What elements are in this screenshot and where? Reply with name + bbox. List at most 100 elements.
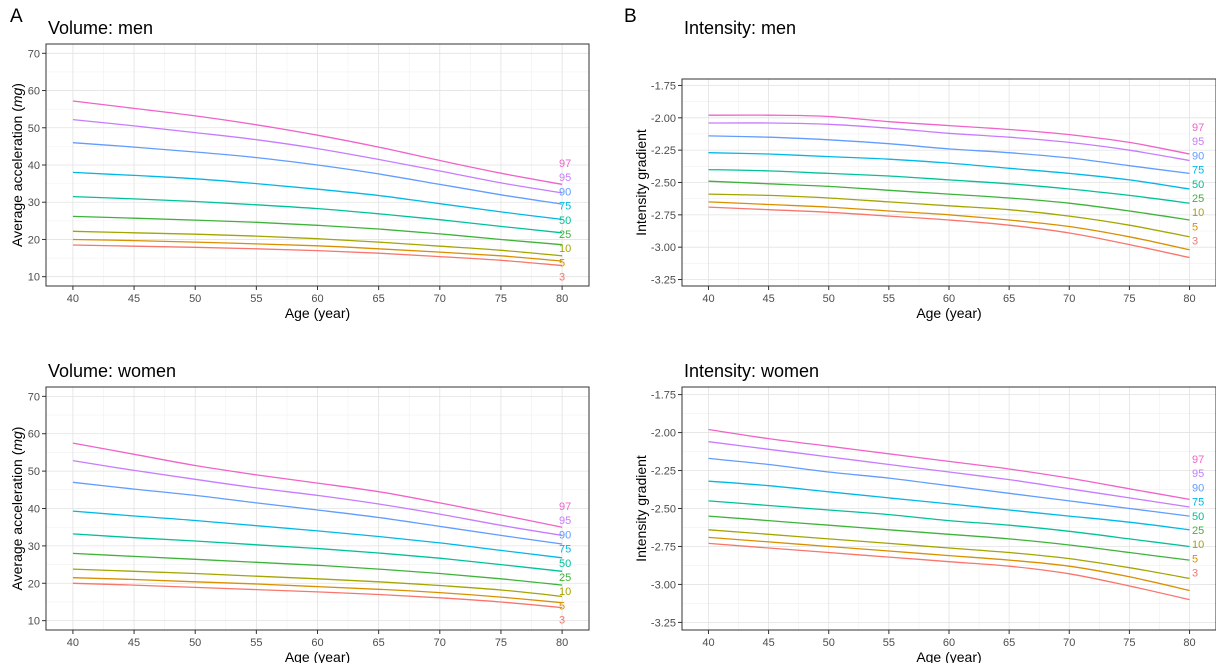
series-label-p95: 95 (559, 172, 571, 184)
series-label-p75: 75 (559, 544, 571, 556)
chart-intensity-men: 40 45 50 55 60 65 70 75 80 -3.25 -3.00 -2.75 -2.50 -2… (633, 78, 1216, 321)
series-line-p97 (72, 442, 563, 528)
y-tick-label: -2.25 (651, 466, 676, 478)
series-label-p90: 90 (1192, 482, 1204, 494)
series-line-p3 (708, 542, 1190, 601)
y-tick-label: -3.00 (651, 579, 676, 591)
x-tick-label: 75 (495, 293, 507, 305)
series-label-p97: 97 (1192, 454, 1204, 466)
x-tick-label: 45 (762, 637, 774, 649)
x-tick-label: 45 (128, 637, 140, 649)
series-line-p97 (708, 114, 1190, 155)
series-line-p90 (708, 135, 1190, 175)
x-tick-label: 45 (128, 293, 140, 305)
y-tick-label: -2.50 (651, 178, 676, 190)
series-label-p97: 97 (559, 501, 571, 513)
x-axis-title: Age (year) (285, 305, 350, 321)
x-tick-label: 60 (943, 637, 955, 649)
y-tick-label: -2.25 (651, 145, 676, 157)
y-tick-label: -2.00 (651, 428, 676, 440)
x-tick-label: 55 (883, 637, 895, 649)
y-tick-label: -2.50 (651, 504, 676, 516)
y-tick-label: -2.00 (651, 113, 676, 125)
x-tick-label: 65 (1003, 293, 1015, 305)
series-line-p90 (72, 142, 563, 205)
series-line-p75 (708, 480, 1190, 531)
x-tick-label: 75 (1123, 637, 1135, 649)
y-tick-label: -1.75 (651, 390, 676, 402)
series-label-p5: 5 (1192, 553, 1198, 565)
y-tick-label: -2.75 (651, 210, 676, 222)
series-line-p90 (72, 481, 563, 545)
x-tick-label: 65 (373, 637, 385, 649)
x-tick-label: 40 (702, 637, 714, 649)
series-line-p25 (72, 215, 563, 246)
y-tick-label: -3.25 (651, 275, 676, 287)
x-tick-label: 55 (250, 293, 262, 305)
series-label-p50: 50 (559, 558, 571, 570)
series-line-p50 (708, 168, 1190, 204)
series-label-p5: 5 (1192, 221, 1198, 233)
y-tick-label: 70 (28, 391, 40, 403)
series-line-p25 (708, 515, 1190, 561)
x-tick-label: 45 (762, 293, 774, 305)
x-tick-label: 40 (702, 293, 714, 305)
series-label-p90: 90 (1192, 150, 1204, 162)
series-label-p95: 95 (559, 515, 571, 527)
series-line-p5 (708, 201, 1190, 251)
y-axis-title: Average acceleration (mg) (9, 427, 25, 591)
y-tick-label: -3.25 (651, 617, 676, 629)
y-axis-title-unit: mg (9, 431, 25, 451)
x-tick-label: 70 (434, 293, 446, 305)
x-axis-title: Age (year) (285, 649, 350, 663)
panel-letter-a: A (10, 6, 23, 27)
series-label-p75: 75 (1192, 497, 1204, 509)
x-tick-label: 55 (250, 637, 262, 649)
series-line-p10 (72, 568, 563, 598)
y-tick-label: 50 (28, 466, 40, 478)
series-label-p5: 5 (559, 257, 565, 269)
series-line-p5 (708, 536, 1190, 592)
y-tick-label: 30 (28, 197, 40, 209)
y-tick-label: 60 (28, 86, 40, 98)
chart-volume-men: 40 45 50 55 60 65 70 75 80 10 20 30 40 50 60 70 Age (yea… (9, 43, 590, 321)
series-line-p10 (72, 230, 563, 257)
series-line-p25 (708, 180, 1190, 221)
y-tick-label: 20 (28, 578, 40, 590)
x-tick-label: 80 (556, 293, 568, 305)
y-tick-label: 70 (28, 48, 40, 60)
series-line-p75 (72, 171, 563, 221)
x-tick-label: 40 (67, 637, 79, 649)
chart-volume-women: 40 45 50 55 60 65 70 75 80 10 20 30 40 50 60 70 Age (yea… (9, 386, 590, 663)
series-label-p10: 10 (1192, 539, 1204, 551)
series-label-p10: 10 (559, 243, 571, 255)
x-tick-label: 60 (943, 293, 955, 305)
series-line-p10 (708, 529, 1190, 580)
series-label-p5: 5 (559, 600, 565, 612)
series-line-p25 (72, 552, 563, 586)
series-label-p25: 25 (1192, 193, 1204, 205)
series-label-p95: 95 (1192, 468, 1204, 480)
series-line-p90 (708, 457, 1190, 517)
series-line-p50 (72, 533, 563, 572)
y-axis-title-part: Average acceleration ( (9, 450, 25, 590)
y-axis-title-part: ) (9, 427, 25, 432)
series-label-p50: 50 (559, 215, 571, 227)
series-label-p95: 95 (1192, 136, 1204, 148)
series-label-p97: 97 (559, 158, 571, 170)
y-axis-title-unit: mg (9, 87, 25, 107)
x-tick-label: 80 (1183, 293, 1195, 305)
y-axis-title-part: ) (9, 83, 25, 88)
x-tick-label: 50 (189, 637, 201, 649)
series-line-p75 (72, 510, 563, 559)
y-tick-label: -3.00 (651, 242, 676, 254)
series-label-p3: 3 (1192, 568, 1198, 580)
series-label-p3: 3 (559, 272, 565, 284)
y-tick-label: 50 (28, 123, 40, 135)
y-tick-label: 60 (28, 429, 40, 441)
y-tick-label: -1.75 (651, 80, 676, 92)
x-tick-label: 75 (1123, 293, 1135, 305)
panel-title-volume-women: Volume: women (48, 361, 176, 381)
series-line-p95 (708, 122, 1190, 162)
series-label-p3: 3 (1192, 236, 1198, 248)
